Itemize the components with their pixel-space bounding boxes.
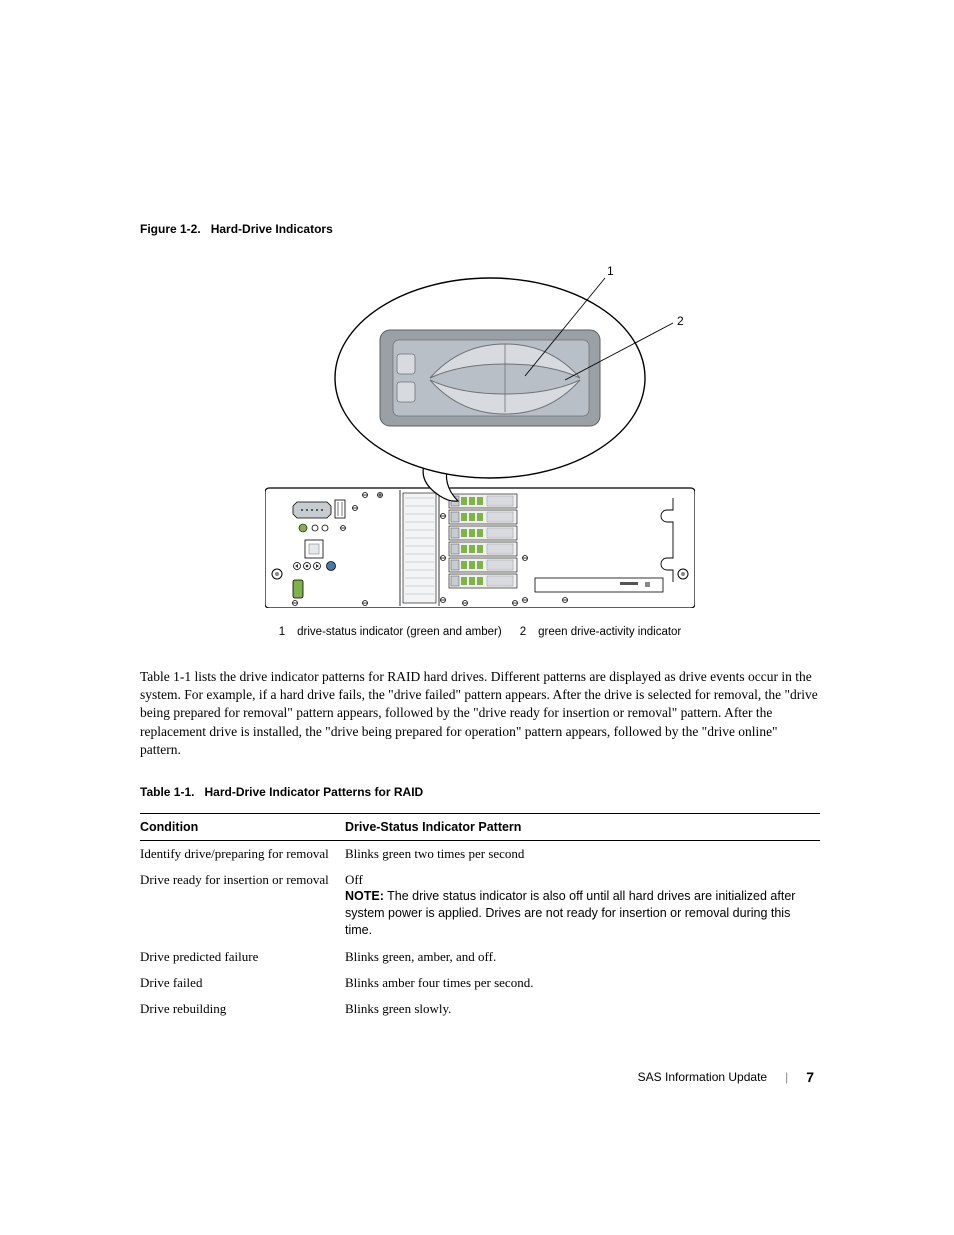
page-content: Figure 1-2. Hard-Drive Indicators [140, 222, 820, 1022]
callout-1: 1 [607, 264, 614, 278]
table-row: Drive predicted failure Blinks green, am… [140, 944, 820, 970]
callout-2: 2 [677, 314, 684, 328]
cell-condition: Drive failed [140, 970, 345, 996]
legend-text-1: drive-status indicator (green and amber) [297, 626, 502, 638]
indicator-patterns-table: Condition Drive-Status Indicator Pattern… [140, 813, 820, 1022]
cell-pattern: Blinks green slowly. [345, 996, 820, 1022]
legend-text-2: green drive-activity indicator [538, 626, 681, 638]
col-condition: Condition [140, 814, 345, 841]
table-row: Drive ready for insertion or removal Off… [140, 867, 820, 944]
page-footer: SAS Information Update | 7 [638, 1069, 814, 1085]
cell-pattern: Blinks green, amber, and off. [345, 944, 820, 970]
body-paragraph: Table 1-1 lists the drive indicator patt… [140, 668, 820, 759]
cell-condition: Drive rebuilding [140, 996, 345, 1022]
cell-pattern: Blinks amber four times per second. [345, 970, 820, 996]
cell-condition: Identify drive/preparing for removal [140, 841, 345, 868]
table-header-row: Condition Drive-Status Indicator Pattern [140, 814, 820, 841]
legend-item-1: 1 drive-status indicator (green and amber… [279, 626, 502, 638]
note-prefix: NOTE: [345, 889, 384, 903]
cell-pattern: Blinks green two times per second [345, 841, 820, 868]
legend-num-2: 2 [520, 626, 526, 638]
table-row: Identify drive/preparing for removal Bli… [140, 841, 820, 868]
note-text: The drive status indicator is also off u… [345, 889, 795, 937]
figure-legend: 1 drive-status indicator (green and amber… [140, 626, 820, 638]
hard-drive-indicator-svg [265, 258, 695, 608]
cell-pattern-off: Off [345, 872, 816, 888]
figure-caption: Figure 1-2. Hard-Drive Indicators [140, 222, 820, 236]
table-caption: Table 1-1. Hard-Drive Indicator Patterns… [140, 785, 820, 799]
footer-page-number: 7 [806, 1069, 814, 1085]
table-row: Drive failed Blinks amber four times per… [140, 970, 820, 996]
table-row: Drive rebuilding Blinks green slowly. [140, 996, 820, 1022]
figure-caption-prefix: Figure 1-2. [140, 222, 201, 236]
figure-diagram: 1 2 [265, 258, 695, 608]
table-caption-title: Hard-Drive Indicator Patterns for RAID [204, 785, 423, 799]
cell-condition: Drive predicted failure [140, 944, 345, 970]
figure-caption-title: Hard-Drive Indicators [211, 222, 333, 236]
cell-condition: Drive ready for insertion or removal [140, 867, 345, 944]
col-pattern: Drive-Status Indicator Pattern [345, 814, 820, 841]
cell-pattern: Off NOTE: The drive status indicator is … [345, 867, 820, 944]
footer-divider: | [785, 1070, 788, 1084]
footer-title: SAS Information Update [638, 1070, 767, 1084]
legend-item-2: 2 green drive-activity indicator [520, 626, 682, 638]
cell-pattern-note: NOTE: The drive status indicator is also… [345, 888, 816, 939]
legend-num-1: 1 [279, 626, 285, 638]
table-caption-prefix: Table 1-1. [140, 785, 194, 799]
